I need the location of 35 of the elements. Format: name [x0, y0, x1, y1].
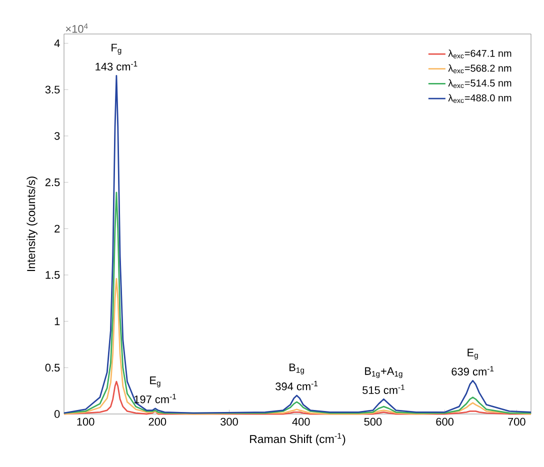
line-series: [63, 278, 532, 415]
y-tick-label: 0.5: [45, 364, 60, 372]
line-series: [63, 75, 532, 414]
y-tick-label: 2.5: [45, 178, 60, 186]
annotation: E$_{g}$: [150, 376, 160, 388]
legend-label: λ$_{exc}$=568.2 nm: [448, 64, 512, 74]
annotation: 143 cm$^{-1}$: [96, 61, 138, 71]
y-axis-title: Intensity (counts/s): [26, 176, 38, 272]
y-tick-label: 1: [54, 318, 60, 326]
annotation: B$_{1g}$+A$_{1g}$: [365, 367, 402, 378]
y-tick-label: 2: [54, 224, 60, 232]
annotation: 197 cm$^{-1}$: [134, 394, 176, 404]
annotation: E$_{g}$: [468, 348, 478, 360]
annotation: 394 cm$^{-1}$: [276, 380, 318, 390]
text: ×10$^{4}$: [66, 23, 88, 33]
annotation: 515 cm$^{-1}$: [362, 384, 404, 394]
x-tick-label: 400: [292, 418, 310, 426]
legend-label: λ$_{exc}$=647.1 nm: [448, 50, 512, 58]
x-axis-title: Raman Shift (cm$^{-1}$): [250, 433, 346, 446]
x-tick-label: 300: [220, 418, 238, 426]
x-tick-label: 200: [148, 418, 166, 426]
y-tick-label: 1.5: [46, 271, 60, 279]
x-tick-label: 500: [364, 418, 382, 426]
x-tick-label: 600: [436, 418, 454, 426]
x-tick-label: 100: [77, 418, 94, 426]
y-tick-label: 0: [54, 410, 60, 418]
y-tick-label: 3: [54, 132, 60, 140]
x-tick-label: 700: [508, 418, 526, 426]
y-tick-label: 4: [54, 40, 60, 48]
legend-label: λ$_{exc}$=488.0 nm: [448, 94, 512, 103]
y-tick-label: 3.5: [45, 86, 60, 94]
annotation: F$_{g}$: [112, 44, 122, 55]
annotation: B$_{1g}$: [290, 364, 304, 374]
annotation: 639 cm$^{-1}$: [452, 366, 494, 376]
legend-label: λ$_{exc}$=514.5 nm: [448, 79, 512, 88]
